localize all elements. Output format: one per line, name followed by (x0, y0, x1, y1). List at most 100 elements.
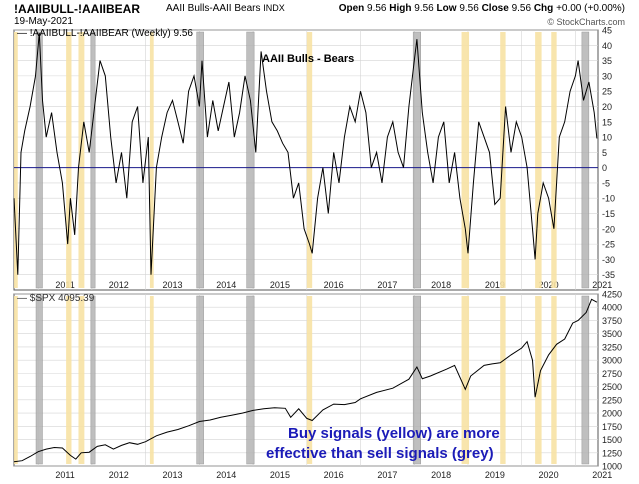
spx-buy-signal-band (149, 296, 154, 464)
quote-values: Open 9.56 High 9.56 Low 9.56 Close 9.56 … (339, 3, 625, 14)
low-value: 9.56 (459, 3, 479, 14)
spx-x-tick-label: 2017 (377, 470, 397, 480)
spx-sell-signal-band (196, 295, 204, 465)
sentiment-x-tick-label: 2015 (270, 280, 290, 290)
sentiment-sell-signal-band (35, 31, 43, 289)
spx-buy-signal-band (66, 296, 72, 464)
sentiment-x-tick-label: 2014 (216, 280, 236, 290)
sentiment-x-tick-label: 2017 (377, 280, 397, 290)
close-value: 9.56 (511, 3, 532, 14)
sentiment-y-tick-label: -20 (602, 224, 615, 234)
sentiment-y-tick-label: -30 (602, 255, 615, 265)
sentiment-y-tick-label: 20 (602, 102, 612, 112)
spx-y-tick-label: 2500 (602, 382, 622, 392)
spx-sell-signal-band (412, 295, 421, 465)
open-label: Open (338, 3, 365, 14)
spx-y-tick-label: 1250 (602, 448, 622, 458)
sentiment-buy-signal-band (551, 32, 557, 288)
spx-buy-signal-band (461, 296, 470, 464)
sentiment-y-tick-label: -15 (602, 209, 615, 219)
sentiment-x-tick-label: 2012 (109, 280, 129, 290)
spx-y-tick-label: 2250 (602, 395, 622, 405)
sentiment-sell-signal-band (246, 31, 255, 289)
sentiment-buy-signal-band (306, 32, 313, 288)
spx-y-tick-label: 4000 (602, 303, 622, 313)
sentiment-y-tick-label: -25 (602, 240, 615, 250)
spx-y-tick-label: 2000 (602, 409, 622, 419)
sentiment-y-tick-label: 15 (602, 117, 612, 127)
sentiment-y-tick-label: 35 (602, 56, 612, 66)
low-label: Low (436, 3, 457, 14)
sentiment-buy-signal-band (78, 32, 85, 288)
ticker-symbol: !AAIIBULL-!AAIIBEAR (14, 2, 140, 16)
spx-y-tick-label: 3750 (602, 316, 622, 326)
sentiment-y-tick-label: -35 (602, 270, 615, 280)
sentiment-y-tick-label: -10 (602, 194, 615, 204)
sentiment-y-tick-label: 30 (602, 71, 612, 81)
sentiment-buy-signal-band (461, 32, 470, 288)
annotation-line-2: effective than sell signals (grey) (266, 445, 494, 462)
spx-y-tick-label: 3000 (602, 356, 622, 366)
sentiment-sell-signal-band (412, 31, 421, 289)
spx-sell-signal-band (35, 295, 43, 465)
sentiment-y-tick-label: 0 (602, 163, 607, 173)
sentiment-y-tick-label: 40 (602, 41, 612, 51)
sentiment-buy-signal-band (66, 32, 72, 288)
spx-buy-signal-band (551, 296, 557, 464)
spx-y-tick-label: 1750 (602, 422, 622, 432)
spx-x-tick-label: 2021 (592, 470, 612, 480)
sentiment-y-tick-label: 45 (602, 26, 612, 36)
spx-y-tick-label: 3250 (602, 342, 622, 352)
sentiment-x-tick-label: 2019 (485, 280, 505, 290)
bottom-panel-legend: — $SPX 4095.39 (17, 293, 95, 304)
spx-y-tick-label: 1000 (602, 462, 622, 472)
spx-x-tick-label: 2012 (109, 470, 129, 480)
exchange-label: INDX (263, 3, 285, 13)
close-label: Close (481, 3, 509, 14)
spx-y-tick-label: 3500 (602, 329, 622, 339)
spx-x-tick-label: 2018 (431, 470, 451, 480)
sentiment-x-tick-label: 2018 (431, 280, 451, 290)
sentiment-buy-signal-band (535, 32, 542, 288)
top-panel: -35 -30 -25 -20 -15 -10 -5 0 5 10 15 20 25 30 35 40 45 20… (13, 26, 615, 291)
sentiment-y-tick-label: 5 (602, 148, 607, 158)
spx-sell-signal-band (581, 295, 590, 465)
sentiment-sell-signal-band (581, 31, 590, 289)
top-panel-legend: — !AAIIBULL-!AAIIBEAR (Weekly) 9.56 (17, 28, 193, 39)
spx-sell-signal-band (246, 295, 255, 465)
high-value: 9.56 (414, 3, 434, 14)
sentiment-x-tick-label: 2011 (55, 280, 74, 290)
sentiment-frame (13, 29, 599, 291)
sentiment-x-tick-label: 2021 (592, 280, 612, 290)
spx-y-tick-label: 2750 (602, 369, 622, 379)
chg-value: +0.00 (+0.00%) (556, 3, 625, 14)
sentiment-y-tick-label: -5 (602, 178, 610, 188)
annotation-line-1: Buy signals (yellow) are more (288, 425, 500, 442)
chart-date: 19-May-2021 (14, 16, 73, 27)
description-text: AAII Bulls-AAII Bears (166, 3, 261, 14)
sentiment-sell-signal-band (196, 31, 204, 289)
top-panel-title: AAII Bulls - Bears (262, 53, 354, 65)
sentiment-x-tick-label: 2016 (324, 280, 344, 290)
spx-y-tick-label: 4250 (602, 290, 622, 300)
sentiment-y-tick-label: 25 (602, 87, 612, 97)
sentiment-sell-signal-band (90, 31, 96, 289)
spx-x-tick-label: 2020 (539, 470, 559, 480)
sentiment-x-tick-label: 2020 (539, 280, 559, 290)
spx-x-tick-label: 2014 (216, 470, 236, 480)
spx-x-tick-label: 2011 (55, 470, 74, 480)
sentiment-x-tick-label: 2013 (162, 280, 182, 290)
spx-x-tick-label: 2019 (485, 470, 505, 480)
sentiment-series-line (13, 33, 598, 275)
spx-buy-signal-band (500, 296, 506, 464)
spx-sell-signal-band (90, 295, 96, 465)
spx-buy-signal-band (14, 296, 18, 464)
high-label: High (389, 3, 412, 14)
chart-header: !AAIIBULL-!AAIIBEAR AAII Bulls-AAII Bear… (0, 0, 639, 30)
open-value: 9.56 (367, 3, 387, 14)
sentiment-y-tick-label: 10 (602, 133, 612, 143)
sentiment-buy-signal-band (14, 32, 18, 288)
spx-series-line (13, 298, 598, 463)
spx-buy-signal-band (306, 296, 313, 464)
